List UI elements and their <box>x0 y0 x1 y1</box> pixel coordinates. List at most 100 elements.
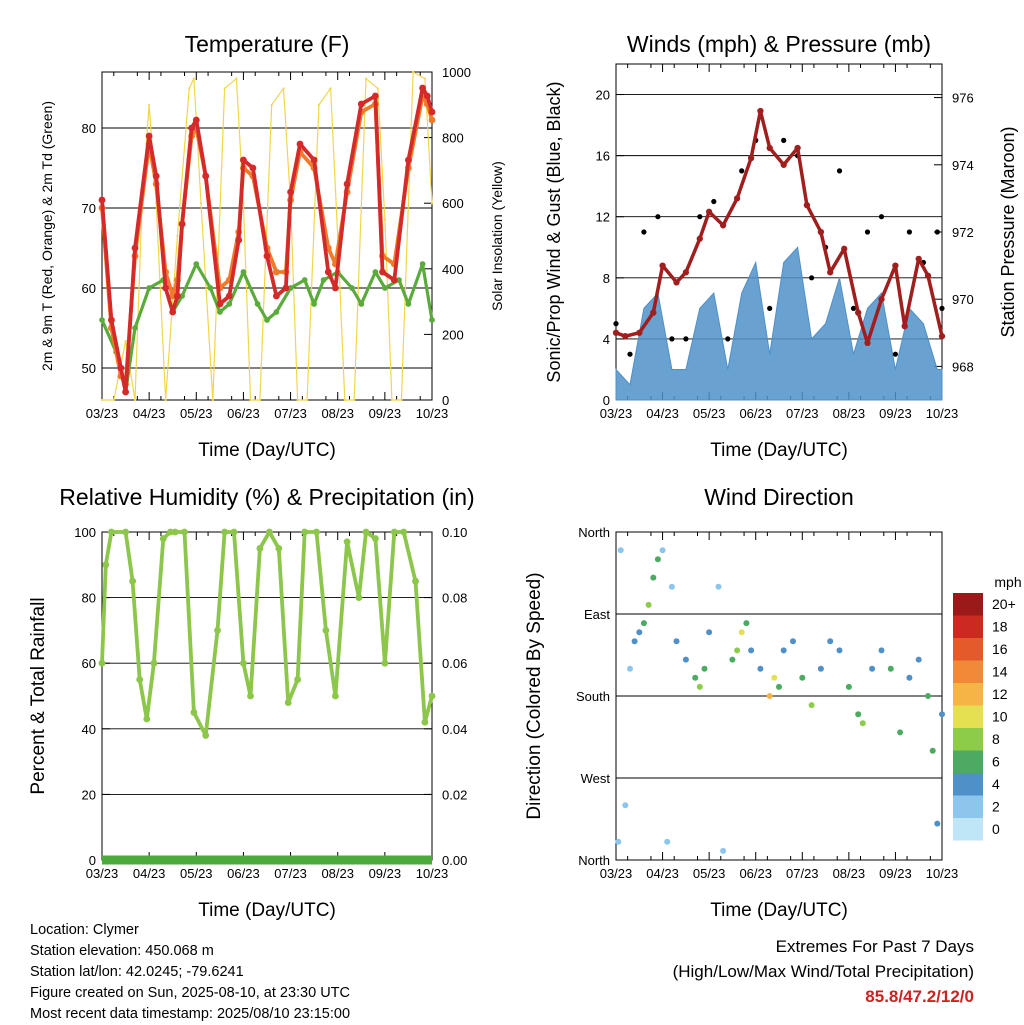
winds-x-tick-label: 10/23 <box>926 406 959 421</box>
humidity-y-tick-label: 80 <box>82 591 96 606</box>
temperature-y-tick-label: 60 <box>82 281 96 296</box>
temperature-series-2m-t-point <box>343 180 351 188</box>
direction-speed-point <box>859 720 866 727</box>
speed-legend: mph 0 2 4 6 8 10 12 14 16 18 20+ <box>953 574 1022 841</box>
temperature-series-solar-insolation-point <box>282 87 285 90</box>
temperature-series-2m-t-point <box>117 364 125 372</box>
humidity-y-tick-label: 20 <box>82 787 96 802</box>
humidity-x-tick-label: 07/23 <box>274 866 307 881</box>
winds-gust-point <box>850 305 857 311</box>
humidity-y2-tick-label: 0.10 <box>442 525 467 540</box>
humidity-series-relative-humidity-point <box>143 715 151 723</box>
temperature-series-2m-t-point <box>98 196 106 204</box>
temperature-series-2m-t-point <box>404 156 412 164</box>
temperature-series-2m-t-point <box>419 84 427 92</box>
temperature-series-2m-t-point <box>331 284 339 292</box>
direction-x-tick-label: 03/23 <box>600 866 633 881</box>
direction-speed-point <box>682 656 689 663</box>
temperature-series-solar-insolation-point <box>188 87 191 90</box>
temperature-series-solar-insolation-point <box>412 70 415 74</box>
winds-gust-point <box>641 229 647 235</box>
winds-gust-point <box>878 214 885 220</box>
legend-label: 0 <box>992 821 1000 837</box>
temperature-y-tick-label: 70 <box>82 201 96 216</box>
legend-swatch <box>953 593 983 616</box>
temperature-series-2m-td-point <box>264 317 270 323</box>
winds-gust-point <box>864 229 871 235</box>
winds-series-station-pressure-point <box>747 154 755 162</box>
humidity-series-relative-humidity-point <box>294 676 302 684</box>
humidity-series-relative-humidity-point <box>239 659 247 667</box>
legend-label: 18 <box>992 619 1008 635</box>
direction-x-tick-label: 06/23 <box>739 866 772 881</box>
legend-swatch <box>953 615 983 638</box>
temperature-series-2m-td-point <box>273 309 280 315</box>
direction-speed-point <box>664 838 671 845</box>
temperature-series-solar-insolation-point <box>353 398 356 402</box>
direction-speed-point <box>627 665 633 672</box>
direction-speed-point <box>622 802 629 809</box>
temperature-series-2m-td-point <box>240 269 247 275</box>
winds-y-tick-label: 20 <box>596 88 610 103</box>
temperature-series-2m-t-point <box>296 140 304 148</box>
direction-x-tick-label: 08/23 <box>833 866 866 881</box>
legend-swatch <box>953 705 983 728</box>
direction-speed-point <box>766 693 773 699</box>
temperature-series-2m-t-point <box>390 276 398 284</box>
temperature-series-2m-td-point <box>146 285 152 291</box>
direction-speed-point <box>925 693 931 699</box>
direction-speed-point <box>915 656 922 663</box>
direction-speed-point <box>934 820 941 827</box>
winds-series-station-pressure-point <box>612 329 620 336</box>
temperature-series-2m-td-point <box>193 261 200 267</box>
temperature-series-2m-td-point <box>382 285 388 291</box>
humidity-series-relative-humidity-point <box>98 659 106 667</box>
temperature-series-2m-td-point <box>419 261 426 267</box>
humidity-series-relative-humidity-point <box>390 528 398 536</box>
direction-speed-point <box>729 656 736 663</box>
direction-y-tick-label: East <box>584 607 610 622</box>
humidity-y-axis-label: Percent & Total Rainfall <box>28 597 49 794</box>
direction-speed-point <box>615 838 622 845</box>
temperature-series-2m-t-point <box>178 220 186 228</box>
temperature-y-tick-label: 50 <box>82 361 96 376</box>
winds-series-station-pressure-point <box>794 144 801 152</box>
winds-series-station-pressure-point <box>650 309 657 316</box>
temperature-series-solar-insolation-point <box>376 87 379 90</box>
winds-series-station-pressure-point <box>915 255 922 263</box>
temperature-series-solar-insolation-point <box>176 234 179 238</box>
most-recent-timestamp: Most recent data timestamp: 2025/08/10 2… <box>30 1006 351 1022</box>
legend-label: 6 <box>992 754 1000 770</box>
extremes-block: Extremes For Past 7 Days (High/Low/Max W… <box>673 934 974 1009</box>
direction-speed-point <box>929 747 936 754</box>
temperature-series-solar-insolation-point <box>258 398 261 402</box>
winds-series-station-pressure-point <box>924 272 932 279</box>
humidity-series-relative-humidity-point <box>122 528 130 536</box>
winds-gust-point <box>669 336 675 342</box>
direction-speed-point <box>673 638 680 645</box>
humidity-series-relative-humidity-point <box>412 577 419 585</box>
humidity-y-tick-label: 40 <box>82 722 96 737</box>
temperature-series-2m-t-point <box>188 124 196 132</box>
temperature-series-solar-insolation-point <box>423 77 426 80</box>
winds-series-station-pressure-point <box>827 269 834 276</box>
legend-swatch <box>953 773 983 796</box>
direction-x-tick-label: 09/23 <box>879 866 912 881</box>
temperature-series-9m-t-point <box>428 116 436 124</box>
humidity-title: Relative Humidity (%) & Precipitation (i… <box>59 484 474 510</box>
humidity-series-relative-humidity-point <box>362 528 370 536</box>
temperature-series-solar-insolation-point <box>112 398 115 402</box>
temperature-series-2m-td-point <box>132 325 138 331</box>
humidity-series-relative-humidity-point <box>129 577 137 585</box>
direction-speed-point <box>696 683 703 690</box>
legend-label: 2 <box>992 799 1000 815</box>
winds-series-station-pressure-point <box>659 262 666 269</box>
station-location: Location: Clymer <box>30 922 139 938</box>
extremes-title: Extremes For Past 7 Days <box>775 937 974 956</box>
winds-gust-point <box>906 229 913 235</box>
temperature-series-2m-t-point <box>357 100 365 108</box>
winds-series-station-pressure-point <box>855 309 862 316</box>
direction-speed-point <box>799 674 806 681</box>
winds-series-station-pressure-point <box>817 228 825 236</box>
